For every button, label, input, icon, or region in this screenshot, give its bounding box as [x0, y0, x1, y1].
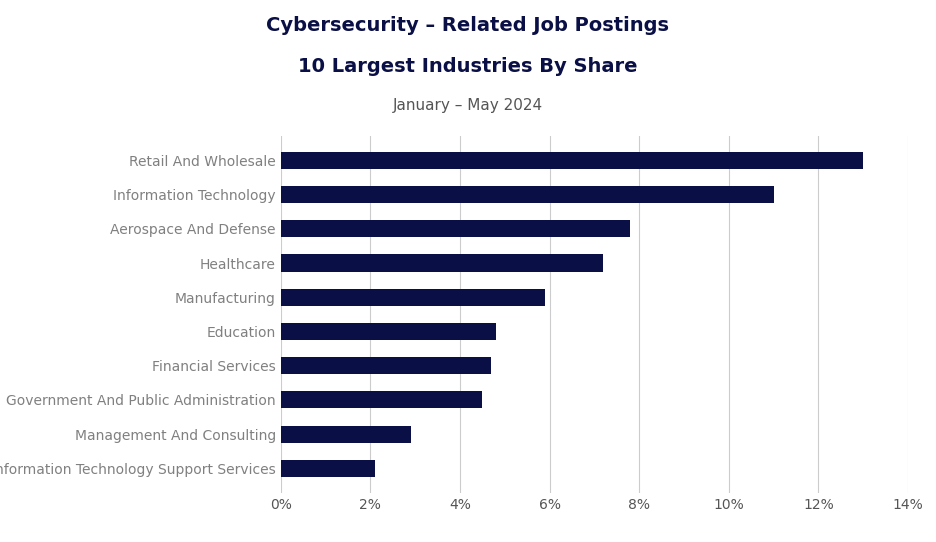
Bar: [281, 357, 491, 375]
Bar: [281, 152, 863, 169]
Bar: [281, 391, 482, 409]
Bar: [281, 425, 411, 443]
Text: 10 Largest Industries By Share: 10 Largest Industries By Share: [299, 57, 637, 76]
Text: January – May 2024: January – May 2024: [393, 98, 543, 113]
Bar: [281, 289, 545, 306]
Bar: [281, 186, 773, 203]
Bar: [281, 323, 496, 340]
Bar: [281, 460, 374, 477]
Bar: [281, 220, 630, 237]
Bar: [281, 254, 604, 272]
Text: Cybersecurity – Related Job Postings: Cybersecurity – Related Job Postings: [267, 16, 669, 35]
